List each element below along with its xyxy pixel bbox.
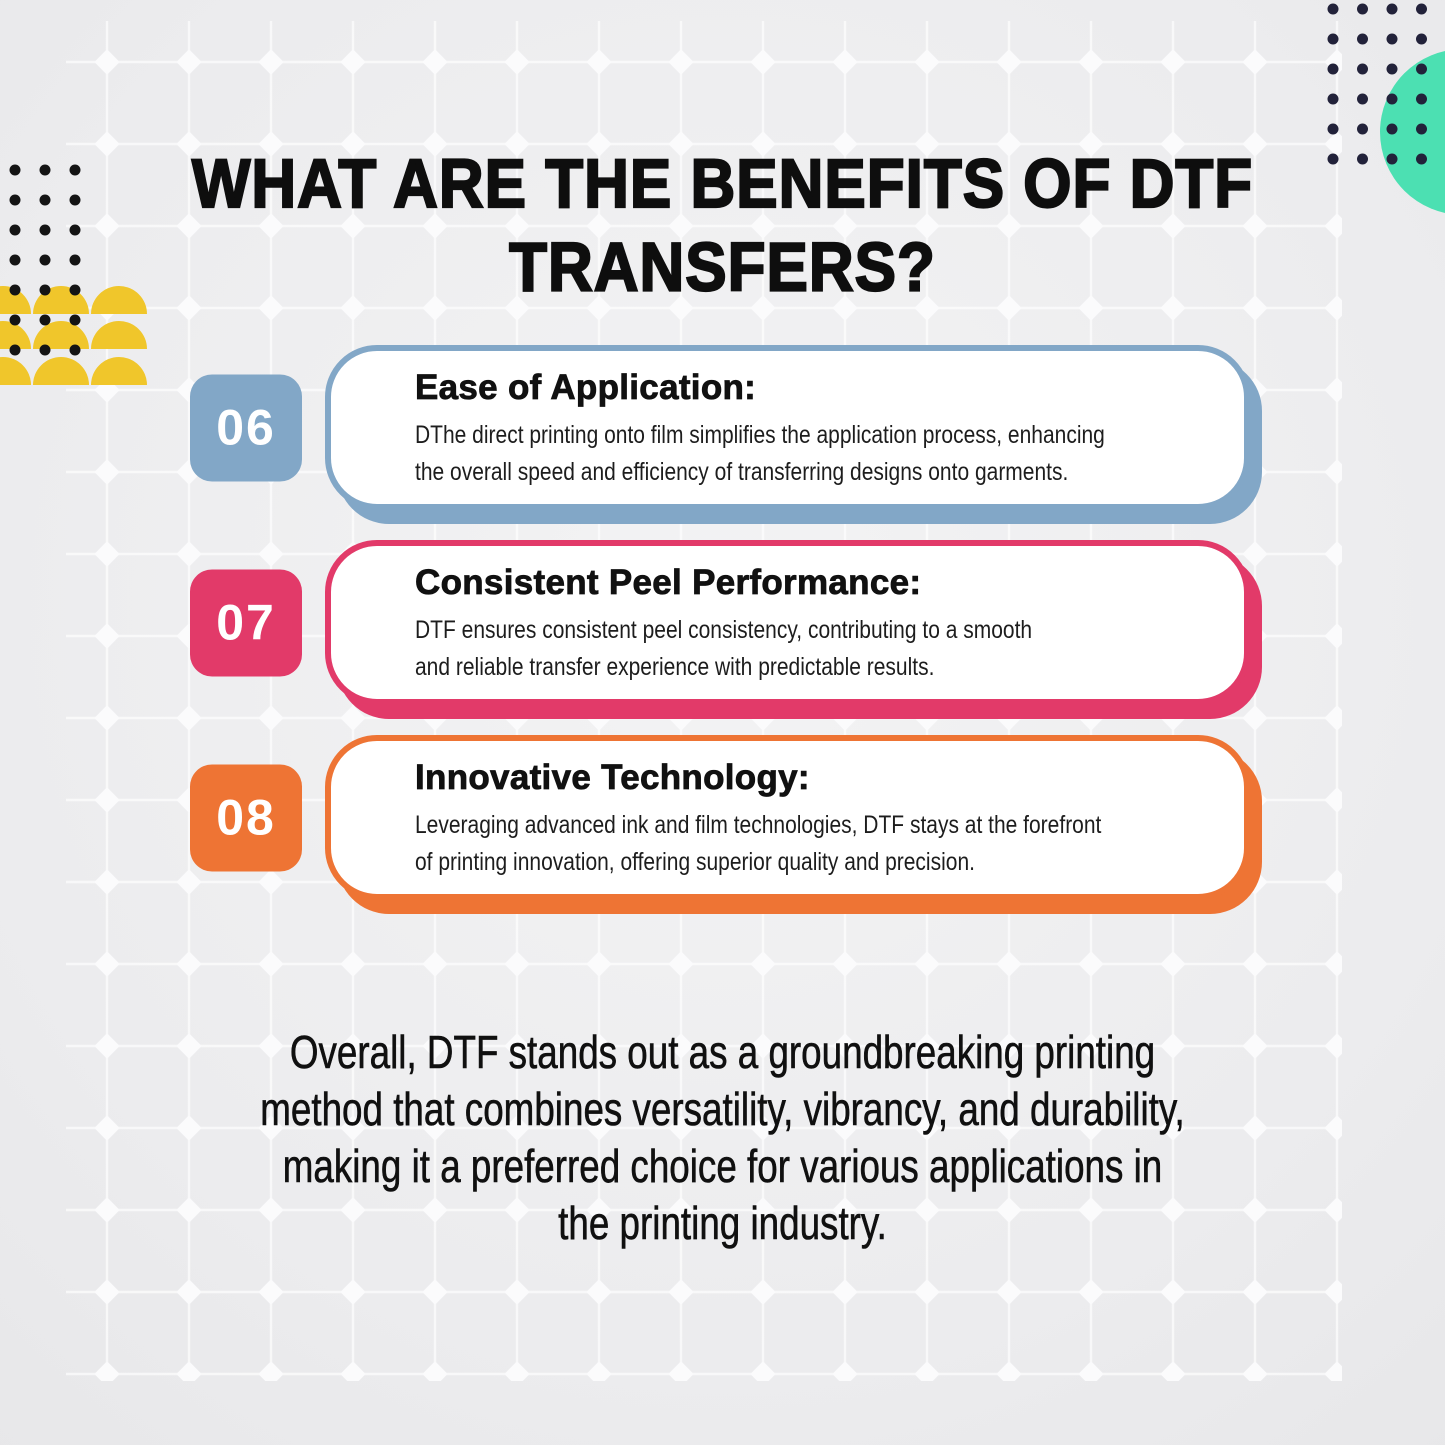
yellow-semicircle — [91, 321, 147, 349]
benefit-card: Consistent Peel Performance: DTF ensures… — [325, 540, 1250, 705]
dots-grid-left — [8, 163, 88, 359]
yellow-semicircle — [0, 357, 31, 385]
dots-grid-top-right — [1326, 2, 1445, 170]
benefit-row-07: 07 Consistent Peel Performance: DTF ensu… — [190, 540, 1250, 705]
benefit-row-06: 06 Ease of Application: DThe direct prin… — [190, 345, 1250, 510]
benefit-card: Ease of Application: DThe direct printin… — [325, 345, 1250, 510]
yellow-semicircle — [91, 357, 147, 385]
yellow-semicircle — [33, 357, 89, 385]
benefit-number-badge: 06 — [190, 374, 302, 481]
benefit-heading: Innovative Technology: — [415, 758, 810, 798]
yellow-semicircle — [91, 286, 147, 314]
benefit-heading: Consistent Peel Performance: — [415, 563, 922, 603]
benefit-number-badge: 08 — [190, 764, 302, 871]
benefit-description: DThe direct printing onto film simplifie… — [415, 421, 1105, 486]
benefit-row-08: 08 Innovative Technology: Leveraging adv… — [190, 735, 1250, 900]
benefit-description: Leveraging advanced ink and film technol… — [415, 811, 1102, 876]
benefit-heading: Ease of Application: — [415, 368, 757, 408]
benefit-number-badge: 07 — [190, 569, 302, 676]
benefit-card: Innovative Technology: Leveraging advanc… — [325, 735, 1250, 900]
page-title: WHAT ARE THE BENEFITS OF DTF TRANSFERS? — [191, 145, 1254, 307]
benefit-description: DTF ensures consistent peel consistency,… — [415, 616, 1033, 681]
conclusion-text: Overall, DTF stands out as a groundbreak… — [260, 1026, 1185, 1250]
